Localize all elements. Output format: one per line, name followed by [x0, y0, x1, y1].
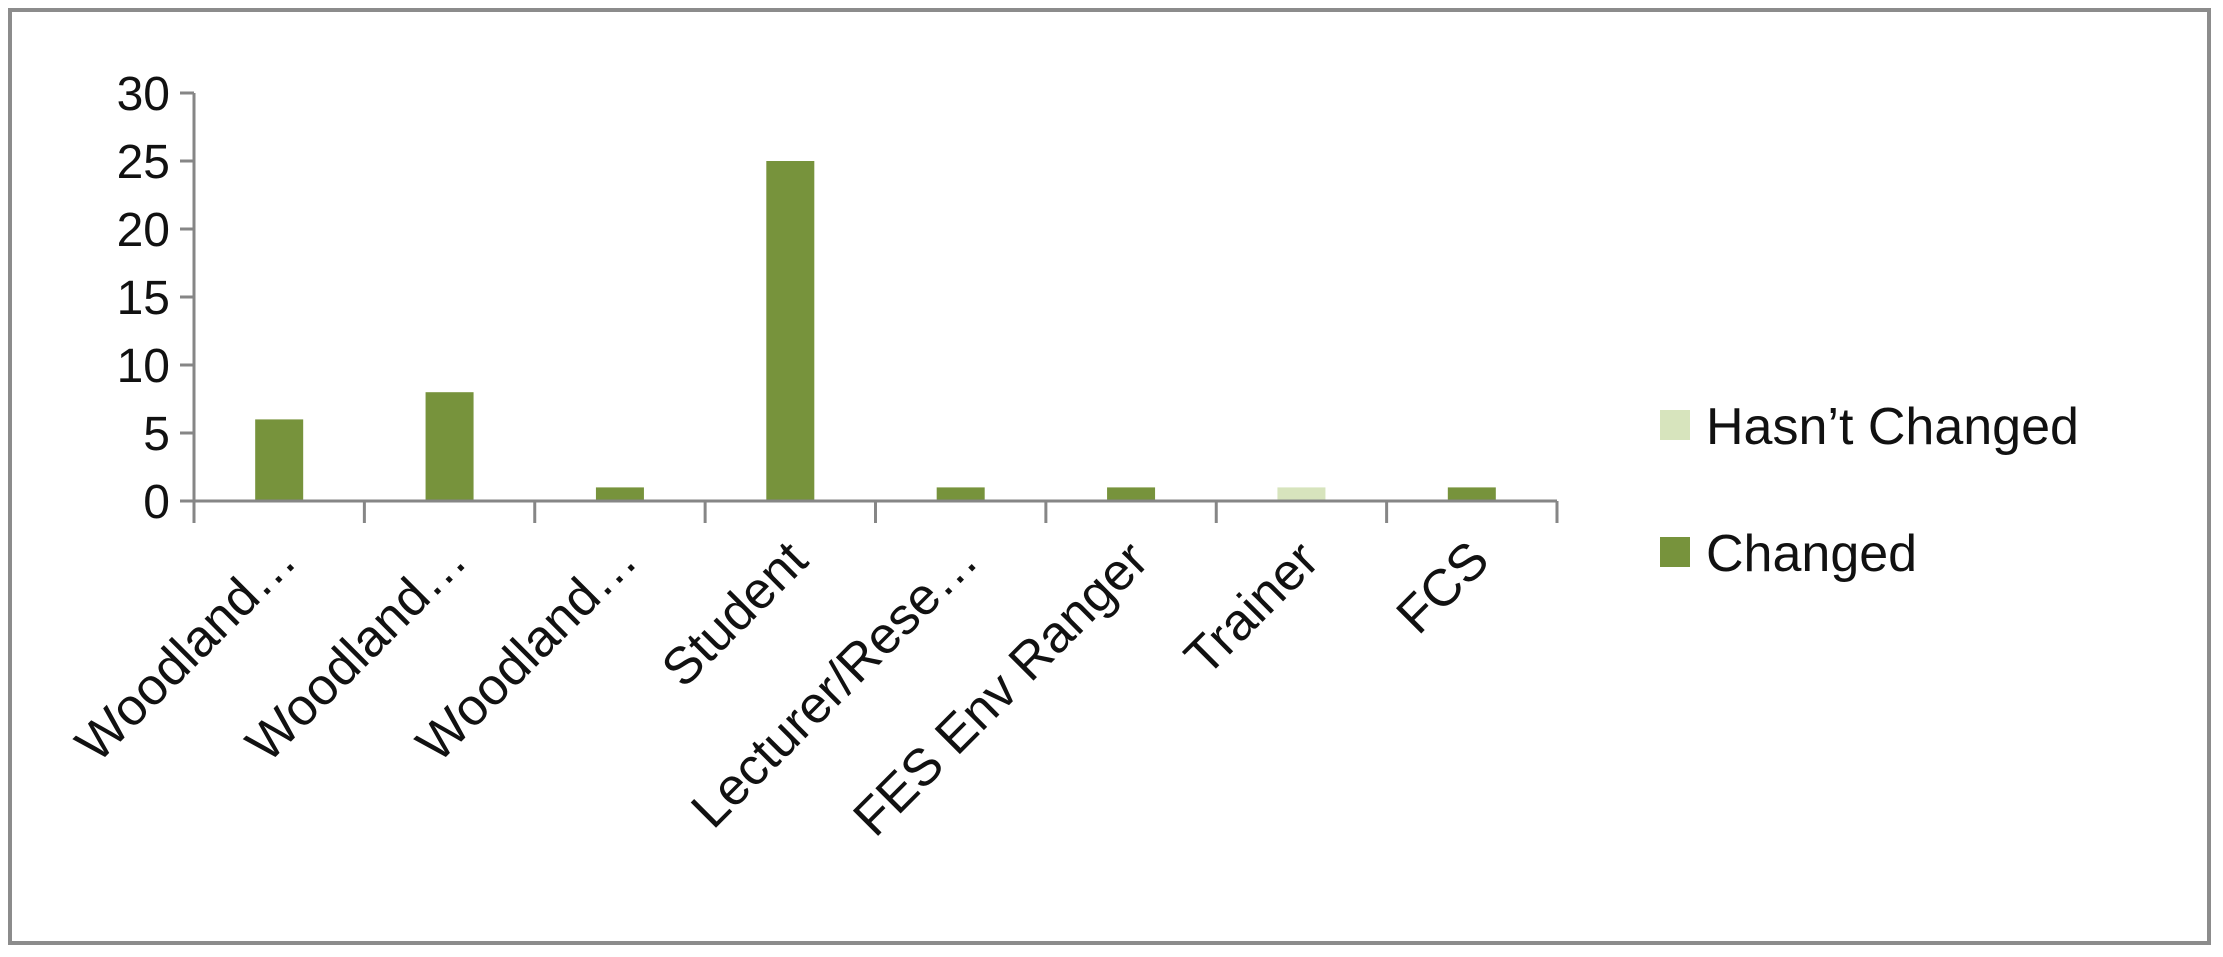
x-category-label: Student [651, 530, 819, 698]
y-tick-label: 15 [117, 272, 170, 325]
legend-swatch [1660, 410, 1690, 440]
y-tick-label: 0 [143, 476, 170, 529]
bar-changed [1447, 487, 1496, 501]
bar-hasnt-changed [1277, 487, 1326, 501]
chart-frame: 0 5 10 15 20 25 30 Woodland… Woodland… Woodland… S… [8, 8, 2211, 945]
bar-changed [255, 419, 304, 501]
bar-changed [595, 487, 644, 501]
legend: Hasn’t Changed Changed [1660, 398, 2079, 583]
x-category-label: Trainer [1174, 530, 1330, 686]
y-tick-label: 20 [117, 204, 170, 257]
x-category-label: Lecturer/Rese… [680, 530, 989, 839]
bar-changed [425, 392, 474, 501]
legend-swatch [1660, 537, 1690, 567]
legend-label: Hasn’t Changed [1706, 398, 2079, 456]
y-tick-label: 30 [117, 68, 170, 121]
bar-changed [1107, 487, 1156, 501]
y-tick-label: 25 [117, 136, 170, 189]
bar-changed [766, 161, 815, 501]
legend-label: Changed [1706, 525, 1917, 583]
y-tick-label: 10 [117, 340, 170, 393]
x-category-label: FCS [1386, 530, 1501, 645]
x-category-label: FES Env Ranger [843, 530, 1160, 847]
bar-changed [936, 487, 985, 501]
y-tick-label: 5 [143, 408, 170, 461]
